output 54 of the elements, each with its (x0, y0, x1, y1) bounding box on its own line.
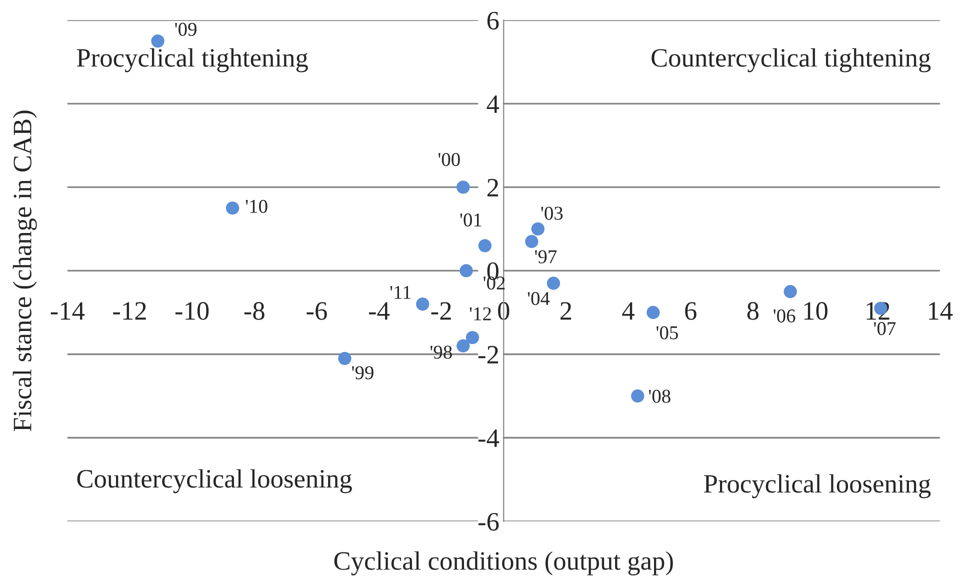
x-tick-label: -4 (369, 302, 390, 320)
point (546, 276, 560, 290)
point (416, 298, 430, 311)
y-tick-label: 2 (487, 178, 498, 196)
annotation: '06 (774, 309, 796, 322)
point (226, 201, 240, 215)
annotation: '09 (175, 22, 196, 36)
x-tick-label: -10 (175, 302, 209, 320)
annotation: Countercyclical tightening (652, 48, 931, 72)
y-axis-title: Fiscal stance (change in CAB) (12, 110, 37, 432)
annotation: '01 (460, 213, 482, 227)
y-tick-label: -6 (478, 512, 499, 531)
x-tick-label: -6 (306, 302, 327, 320)
annotation: '00 (438, 152, 460, 166)
point (466, 330, 480, 344)
point (646, 306, 660, 320)
x-tick-label: -12 (113, 302, 146, 320)
x-tick-label: 14 (929, 302, 953, 320)
point (478, 239, 492, 252)
point (456, 180, 470, 194)
point (525, 234, 538, 248)
x-tick-label: -14 (50, 302, 85, 320)
annotation: '08 (648, 390, 670, 403)
annotation: '04 (528, 292, 550, 306)
annotation: '07 (874, 322, 896, 336)
y-tick-label: 4 (486, 95, 500, 113)
annotation: '11 (390, 286, 411, 299)
annotation: Countercyclical loosening (77, 469, 352, 494)
annotation: Procyclical tightening (76, 48, 308, 72)
x-tick-label: 8 (747, 302, 759, 320)
annotation: '99 (352, 366, 374, 380)
point (531, 222, 545, 236)
x-tick-label: -2 (431, 302, 451, 320)
point (151, 34, 164, 48)
point (460, 264, 473, 278)
annotation: Procyclical loosening (704, 474, 931, 498)
y-tick-label: -4 (478, 430, 500, 447)
point (631, 389, 644, 403)
y-tick-label: 6 (487, 12, 499, 30)
y-tick-label: -2 (478, 346, 498, 364)
point (338, 352, 352, 366)
annotation: '05 (656, 326, 678, 340)
annotation: '12 (470, 307, 491, 320)
annotation: '10 (246, 200, 268, 213)
annotation: '03 (541, 206, 563, 220)
x-axis-title: Cyclical conditions (output gap) (334, 551, 673, 576)
point (456, 339, 470, 352)
point (784, 285, 797, 298)
x-tick-label: -8 (244, 302, 264, 320)
x-tick-label: 6 (685, 302, 696, 320)
annotation: '97 (535, 250, 557, 264)
x-tick-label: 4 (622, 302, 634, 320)
x-tick-label: 2 (560, 302, 572, 320)
x-tick-label: 10 (804, 302, 828, 320)
